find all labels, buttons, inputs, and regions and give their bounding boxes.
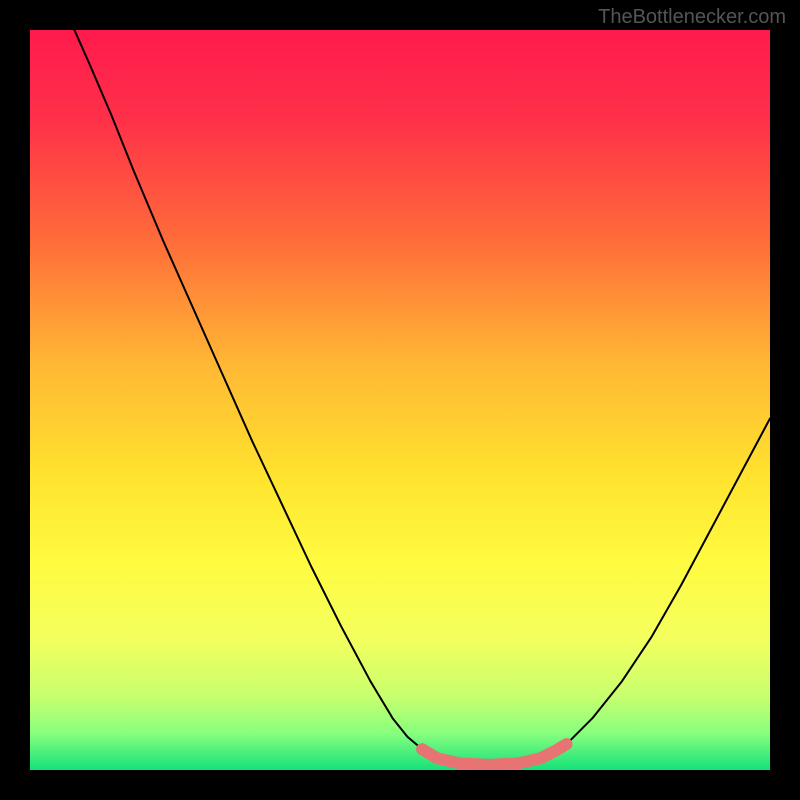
bottleneck-chart xyxy=(0,0,800,800)
watermark-label: TheBottlenecker.com xyxy=(598,6,786,29)
optimal-point-marker xyxy=(416,743,428,755)
chart-container: TheBottlenecker.com xyxy=(0,0,800,800)
